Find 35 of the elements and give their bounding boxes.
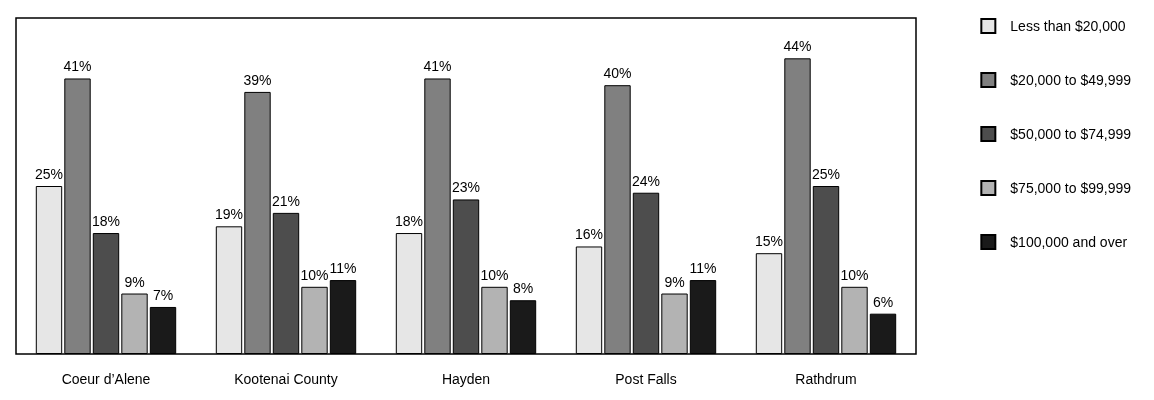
data-label: 15% bbox=[754, 233, 784, 250]
data-label: 18% bbox=[394, 213, 424, 230]
data-label: 10% bbox=[300, 266, 329, 283]
data-label: 19% bbox=[214, 206, 244, 223]
data-label: 11% bbox=[329, 260, 357, 277]
data-label: 41% bbox=[423, 58, 452, 75]
data-label: 44% bbox=[783, 38, 812, 55]
data-label: 24% bbox=[631, 172, 661, 189]
legend-label: $20,000 to $49,999 bbox=[1010, 72, 1132, 88]
data-label: 39% bbox=[243, 71, 272, 88]
data-label: 18% bbox=[91, 213, 121, 230]
x-tick-label: Coeur d’Alene bbox=[61, 371, 151, 387]
legend-label: $50,000 to $74,999 bbox=[1010, 126, 1132, 142]
data-label: 25% bbox=[34, 166, 64, 182]
x-tick-label: Post Falls bbox=[615, 371, 677, 387]
data-label: 21% bbox=[271, 192, 301, 209]
legend-label: $100,000 and over bbox=[1010, 234, 1128, 250]
data-label: 8% bbox=[512, 280, 534, 297]
data-label: 7% bbox=[152, 286, 174, 303]
data-label: 11% bbox=[689, 260, 717, 277]
data-label: 25% bbox=[811, 166, 841, 182]
x-tick-label: Hayden bbox=[441, 371, 491, 387]
data-label: 23% bbox=[451, 179, 481, 196]
legend-label: Less than $20,000 bbox=[1010, 18, 1126, 34]
data-label: 6% bbox=[872, 293, 894, 310]
x-tick-label: Kootenai County bbox=[234, 371, 338, 387]
data-label: 9% bbox=[124, 273, 145, 290]
data-label: 10% bbox=[840, 266, 869, 283]
data-label: 10% bbox=[480, 266, 509, 283]
legend-label: $75,000 to $99,999 bbox=[1010, 180, 1132, 196]
data-label: 9% bbox=[664, 273, 685, 290]
data-label: 41% bbox=[63, 58, 92, 75]
data-label: 40% bbox=[603, 65, 632, 82]
x-tick-label: Rathdrum bbox=[795, 371, 857, 387]
data-label: 16% bbox=[574, 226, 604, 243]
